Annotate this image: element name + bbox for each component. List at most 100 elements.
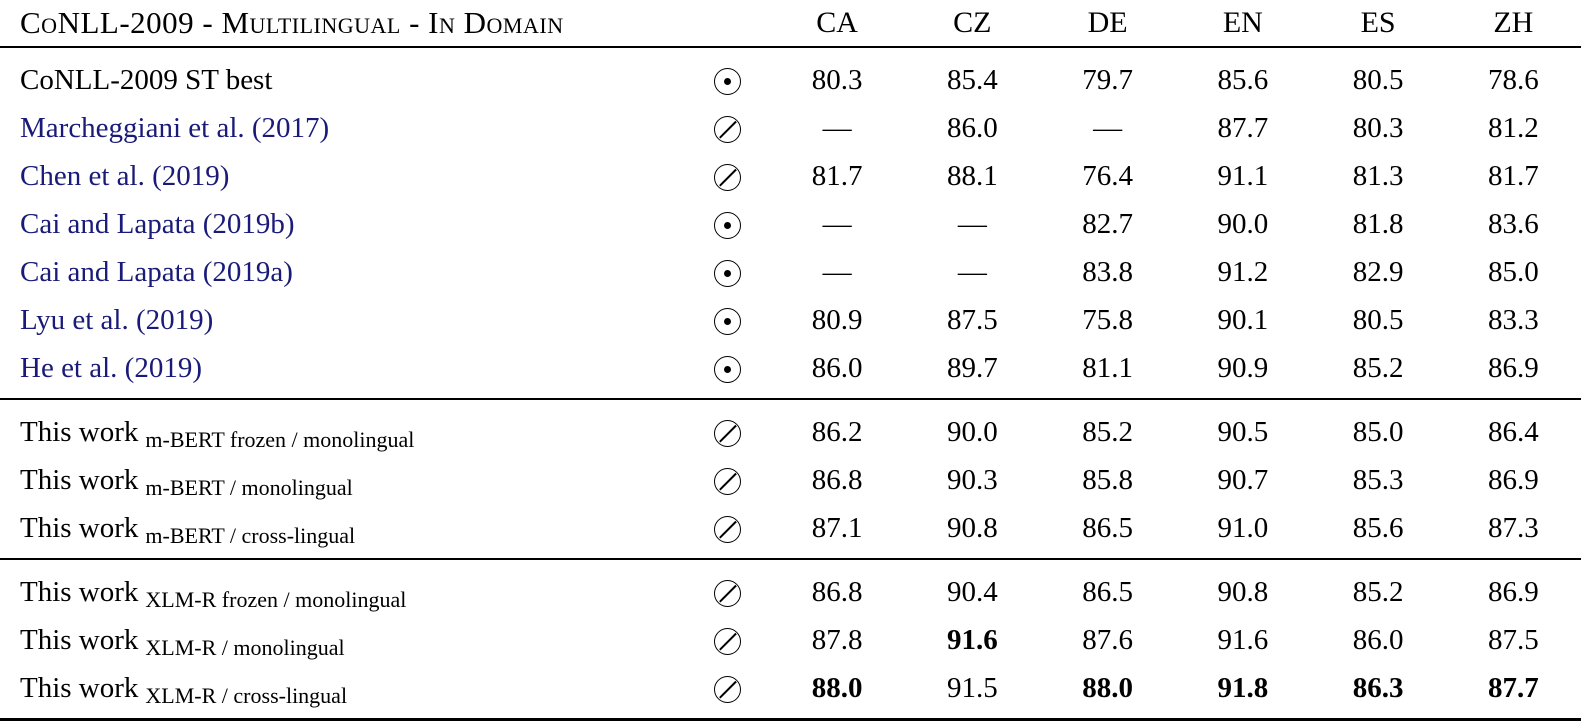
circled-dot-icon: [714, 308, 742, 336]
score-cell: 85.3: [1352, 463, 1404, 496]
citation-link[interactable]: Cai and Lapata (2019b): [20, 207, 295, 240]
circled-slash-icon: [714, 420, 742, 448]
score-cell: 87.6: [1082, 623, 1133, 656]
score-cell: 90.9: [1217, 351, 1269, 384]
table-section: This work XLM-R frozen / monolingual 86.8 9…: [0, 558, 1581, 721]
score-cell: 88.1: [946, 159, 998, 192]
score-cell: 91.6: [946, 623, 998, 656]
score-cell: 90.7: [1217, 463, 1269, 496]
row-label-cell: He et al. (2019): [0, 344, 686, 399]
score-cell: 85.8: [1082, 463, 1133, 496]
row-label-cell: Marcheggiani et al. (2017): [0, 104, 686, 152]
score-cell: 78.6: [1487, 63, 1539, 96]
score-cell: —: [1093, 111, 1123, 144]
marker-cell: [686, 456, 769, 504]
circled-dot-icon: [714, 356, 742, 384]
model-label: CoNLL-2009 ST best: [20, 63, 273, 96]
score-cell: 91.0: [1217, 511, 1269, 544]
score-cell: —: [822, 207, 852, 240]
score-cell: 76.4: [1082, 159, 1133, 192]
score-cell: 86.9: [1445, 558, 1581, 616]
column-header-cz: CZ: [904, 0, 1040, 48]
score-cell: 89.7: [946, 351, 998, 384]
header-row: CoNLL-2009 - Multilingual - In Domain CA…: [0, 0, 1581, 48]
row-label-cell: This work m-BERT frozen / monolingual: [0, 398, 687, 456]
model-label: This work: [20, 623, 139, 656]
score-cell: 91.5: [904, 664, 1040, 721]
citation-link[interactable]: Lyu et al. (2019): [20, 303, 214, 336]
circled-slash-icon: [714, 164, 742, 192]
score-cell: 91.2: [1217, 255, 1269, 288]
column-header-de: DE: [1039, 0, 1176, 48]
model-variant-subscript: XLM-R frozen / monolingual: [145, 586, 407, 612]
column-header-es: ES: [1310, 0, 1446, 48]
model-variant-subscript: m-BERT / cross-lingual: [145, 522, 356, 548]
score-cell: 83.3: [1487, 303, 1539, 336]
marker-cell: [686, 296, 769, 344]
score-cell: 86.4: [1445, 398, 1581, 456]
score-cell: 85.0: [1487, 255, 1539, 288]
score-cell: —: [957, 207, 987, 240]
score-cell: 87.3: [1487, 511, 1539, 544]
table-row: Lyu et al. (2019) 80.9 87.5 75.8 90.1 80.5 83.…: [0, 296, 1581, 344]
score-cell: 90.1: [1217, 303, 1269, 336]
circled-slash-icon: [714, 580, 742, 608]
score-cell: 91.1: [1217, 159, 1269, 192]
circled-slash-icon: [714, 116, 742, 144]
score-cell: 85.2: [1310, 558, 1446, 616]
score-cell: 86.3: [1310, 664, 1446, 721]
citation-link[interactable]: He et al. (2019): [20, 351, 202, 384]
model-label: This work: [20, 511, 139, 544]
circled-slash-icon: [714, 628, 742, 656]
score-cell: 88.0: [769, 664, 905, 721]
score-cell: —: [822, 111, 852, 144]
score-cell: 88.0: [1039, 664, 1176, 721]
score-cell: 86.9: [1487, 351, 1539, 384]
model-variant-subscript: XLM-R / monolingual: [145, 634, 345, 660]
marker-cell: [686, 248, 769, 296]
score-cell: 87.5: [1487, 623, 1539, 656]
table-row: This work XLM-R frozen / monolingual 86.8 9…: [0, 558, 1581, 616]
model-label: This work: [20, 671, 139, 704]
citation-link[interactable]: Chen et al. (2019): [20, 159, 230, 192]
score-cell: 90.8: [946, 511, 998, 544]
marker-column-header: [686, 0, 770, 48]
score-cell: 86.5: [1082, 511, 1133, 544]
marker-cell: [686, 344, 769, 399]
score-cell: 86.0: [946, 111, 998, 144]
table-row: Marcheggiani et al. (2017) — 86.0 — 87.7 80.3…: [0, 104, 1581, 152]
table-row: Cai and Lapata (2019b) — — 82.7 90.0 81.8 83.6: [0, 200, 1581, 248]
score-cell: 81.8: [1352, 207, 1404, 240]
marker-cell: [686, 104, 769, 152]
row-label-cell: Chen et al. (2019): [0, 152, 686, 200]
score-cell: 85.6: [1352, 511, 1404, 544]
marker-cell: [686, 200, 769, 248]
score-cell: 87.7: [1217, 111, 1269, 144]
row-label-cell: This work XLM-R frozen / monolingual: [0, 558, 687, 616]
score-cell: 80.3: [1352, 111, 1404, 144]
table-row: This work XLM-R / cross-lingual 88.0 91.5 88…: [0, 664, 1581, 721]
table-header: CoNLL-2009 - Multilingual - In Domain CA…: [0, 0, 1581, 48]
marker-cell: [686, 558, 770, 616]
score-cell: 83.8: [1082, 255, 1133, 288]
row-label-cell: This work m-BERT / cross-lingual: [0, 504, 686, 559]
circled-dot-icon: [714, 260, 742, 288]
score-cell: 85.2: [1039, 398, 1176, 456]
marker-cell: [686, 504, 769, 559]
score-cell: 85.0: [1310, 398, 1446, 456]
score-cell: 85.4: [946, 63, 998, 96]
score-cell: 87.1: [811, 511, 863, 544]
marker-cell: [686, 47, 769, 104]
citation-link[interactable]: Marcheggiani et al. (2017): [20, 111, 330, 144]
table-row: This work m-BERT / cross-lingual 87.1 90.8 8…: [0, 504, 1581, 559]
table-section: This work m-BERT frozen / monolingual 86.2…: [0, 398, 1581, 559]
score-cell: 87.7: [1445, 664, 1581, 721]
score-cell: 87.5: [946, 303, 998, 336]
score-cell: 86.5: [1039, 558, 1176, 616]
table-row: This work m-BERT / monolingual 86.8 90.3 85.…: [0, 456, 1581, 504]
column-header-zh: ZH: [1445, 0, 1581, 48]
table-section: CoNLL-2009 ST best 80.3 85.4 79.7 85.6 80.5 78…: [0, 47, 1581, 399]
score-cell: 90.0: [1217, 207, 1269, 240]
table-row: This work m-BERT frozen / monolingual 86.2…: [0, 398, 1581, 456]
citation-link[interactable]: Cai and Lapata (2019a): [20, 255, 293, 288]
